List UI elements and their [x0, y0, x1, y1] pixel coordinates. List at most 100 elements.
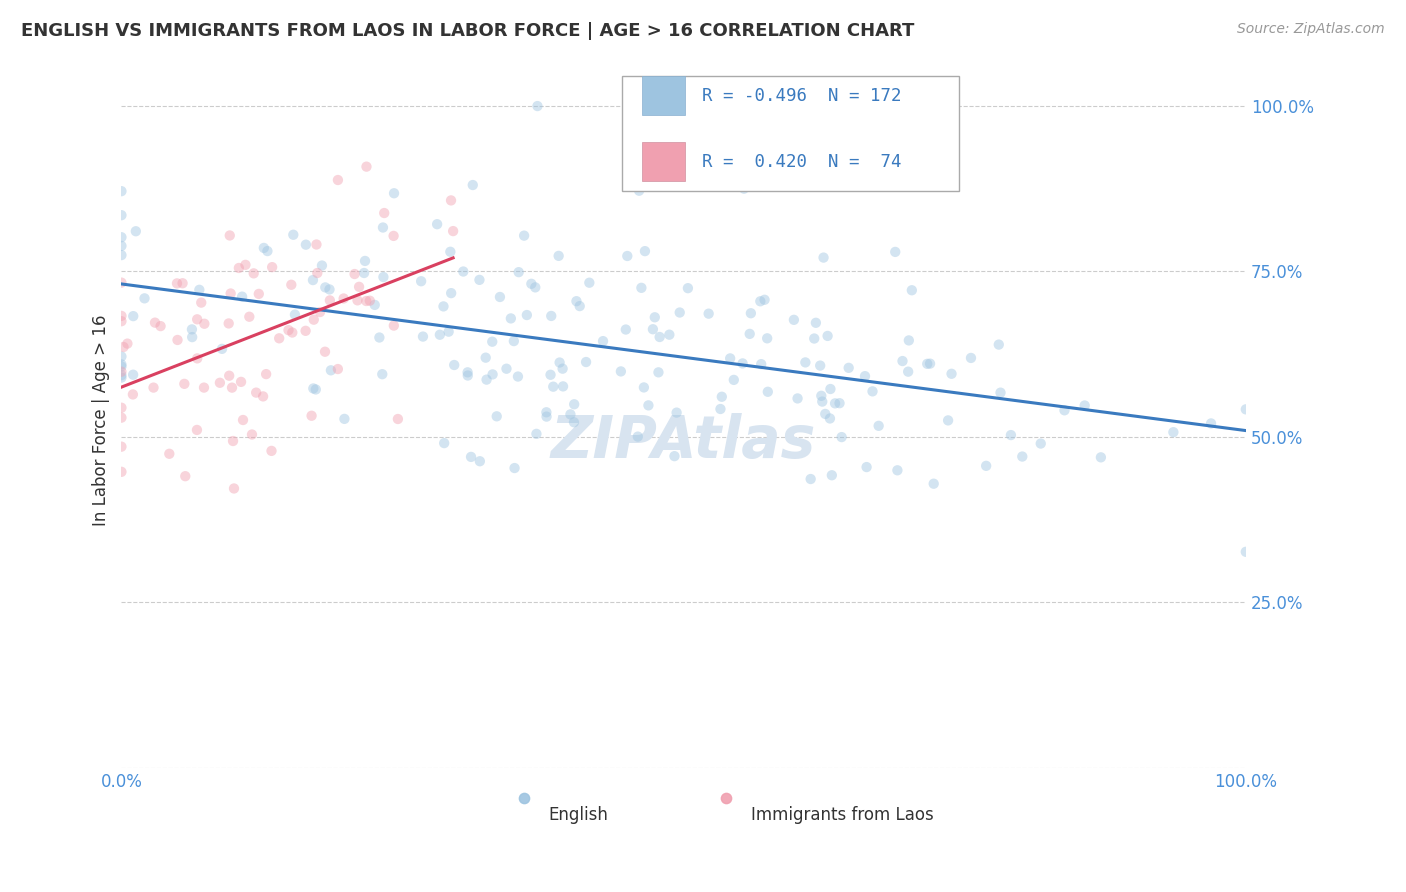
Point — [551, 379, 574, 393]
Point — [326, 173, 349, 187]
Point — [222, 434, 245, 448]
Point — [637, 398, 659, 412]
Point — [172, 277, 194, 291]
Point — [188, 283, 211, 297]
Point — [174, 469, 197, 483]
Point — [1234, 402, 1257, 417]
Point — [254, 367, 277, 381]
Point — [568, 299, 591, 313]
Point — [283, 227, 305, 242]
Point — [387, 412, 409, 426]
Point — [295, 237, 318, 252]
Point — [536, 409, 558, 424]
Point — [240, 427, 263, 442]
Point — [987, 337, 1010, 351]
Point — [818, 411, 841, 425]
Point — [647, 365, 669, 379]
Point — [868, 418, 890, 433]
Point — [901, 283, 924, 297]
Point — [294, 324, 316, 338]
Point — [371, 367, 394, 381]
Point — [353, 266, 375, 280]
Point — [110, 239, 132, 253]
Point — [658, 327, 681, 342]
Point — [311, 259, 333, 273]
Point — [516, 308, 538, 322]
Point — [354, 254, 377, 268]
Point — [166, 333, 188, 347]
Point — [520, 277, 543, 291]
Point — [526, 426, 548, 441]
Point — [457, 368, 479, 383]
Point — [309, 305, 332, 319]
Point — [838, 360, 860, 375]
Point — [382, 318, 405, 333]
Point — [540, 368, 562, 382]
Point — [754, 293, 776, 307]
Point — [731, 356, 754, 370]
Point — [122, 387, 145, 401]
Point — [610, 364, 633, 378]
Point — [740, 306, 762, 320]
Point — [1053, 403, 1076, 417]
Point — [211, 342, 233, 356]
Text: Source: ZipAtlas.com: Source: ZipAtlas.com — [1237, 22, 1385, 37]
Point — [110, 358, 132, 372]
Point — [426, 217, 449, 231]
Point — [749, 294, 772, 309]
Point — [110, 230, 132, 244]
Point — [783, 313, 806, 327]
Point — [616, 249, 638, 263]
Point — [232, 413, 254, 427]
Point — [319, 363, 342, 377]
Point — [481, 334, 503, 349]
Point — [508, 265, 530, 279]
Point — [347, 280, 370, 294]
Point — [373, 270, 395, 285]
Point — [922, 476, 945, 491]
Point — [485, 409, 508, 424]
Point — [592, 334, 614, 348]
Point — [229, 375, 252, 389]
Point — [110, 440, 132, 454]
Point — [575, 355, 598, 369]
FancyBboxPatch shape — [621, 77, 959, 191]
Point — [382, 228, 405, 243]
Point — [718, 351, 741, 366]
Point — [218, 317, 240, 331]
Point — [804, 316, 827, 330]
Point — [820, 382, 842, 396]
Point — [373, 206, 395, 220]
Point — [808, 359, 831, 373]
Point — [853, 369, 876, 384]
Point — [1163, 425, 1185, 439]
Point — [481, 368, 503, 382]
Point — [260, 443, 283, 458]
Point — [110, 276, 132, 290]
Point — [468, 273, 491, 287]
Point — [918, 357, 941, 371]
Point — [238, 310, 260, 324]
Point — [186, 351, 208, 366]
Point — [716, 789, 738, 804]
Point — [738, 326, 761, 341]
Point — [855, 460, 877, 475]
Point — [794, 355, 817, 369]
Point — [219, 286, 242, 301]
Point — [1090, 450, 1112, 465]
Point — [110, 350, 132, 364]
Point — [460, 450, 482, 464]
Text: ENGLISH VS IMMIGRANTS FROM LAOS IN LABOR FORCE | AGE > 16 CORRELATION CHART: ENGLISH VS IMMIGRANTS FROM LAOS IN LABOR… — [21, 22, 914, 40]
Point — [117, 336, 139, 351]
Point — [941, 367, 963, 381]
Point — [173, 376, 195, 391]
Point — [578, 276, 600, 290]
Point — [280, 277, 302, 292]
Point — [489, 290, 512, 304]
Point — [1011, 450, 1033, 464]
Point — [149, 319, 172, 334]
Point — [960, 351, 983, 365]
Point — [142, 381, 165, 395]
Point — [831, 430, 853, 444]
Point — [319, 293, 342, 308]
